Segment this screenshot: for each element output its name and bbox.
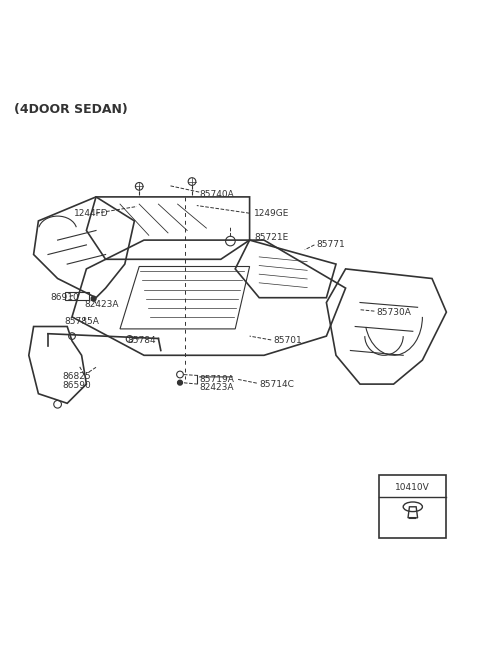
Text: 85701: 85701 [274,336,302,345]
Text: 85785A: 85785A [65,317,100,326]
Text: 85740A: 85740A [199,190,234,199]
Text: 85714C: 85714C [259,379,294,389]
Text: 10410V: 10410V [396,483,430,492]
Text: 85721E: 85721E [254,233,288,242]
Text: 85730A: 85730A [377,308,412,317]
Text: 82423A: 82423A [199,383,234,392]
Text: 82423A: 82423A [84,300,119,310]
Text: (4DOOR SEDAN): (4DOOR SEDAN) [14,103,128,116]
Text: 86590: 86590 [62,381,91,390]
Text: 86910: 86910 [50,293,79,302]
Text: 85784: 85784 [127,336,156,345]
Circle shape [91,296,96,301]
Circle shape [178,380,182,385]
Text: 1249GE: 1249GE [254,209,290,218]
Text: 85719A: 85719A [199,375,234,384]
Text: 1244FD: 1244FD [74,209,109,218]
Text: 85771: 85771 [317,240,346,249]
Text: 86825: 86825 [62,372,91,381]
